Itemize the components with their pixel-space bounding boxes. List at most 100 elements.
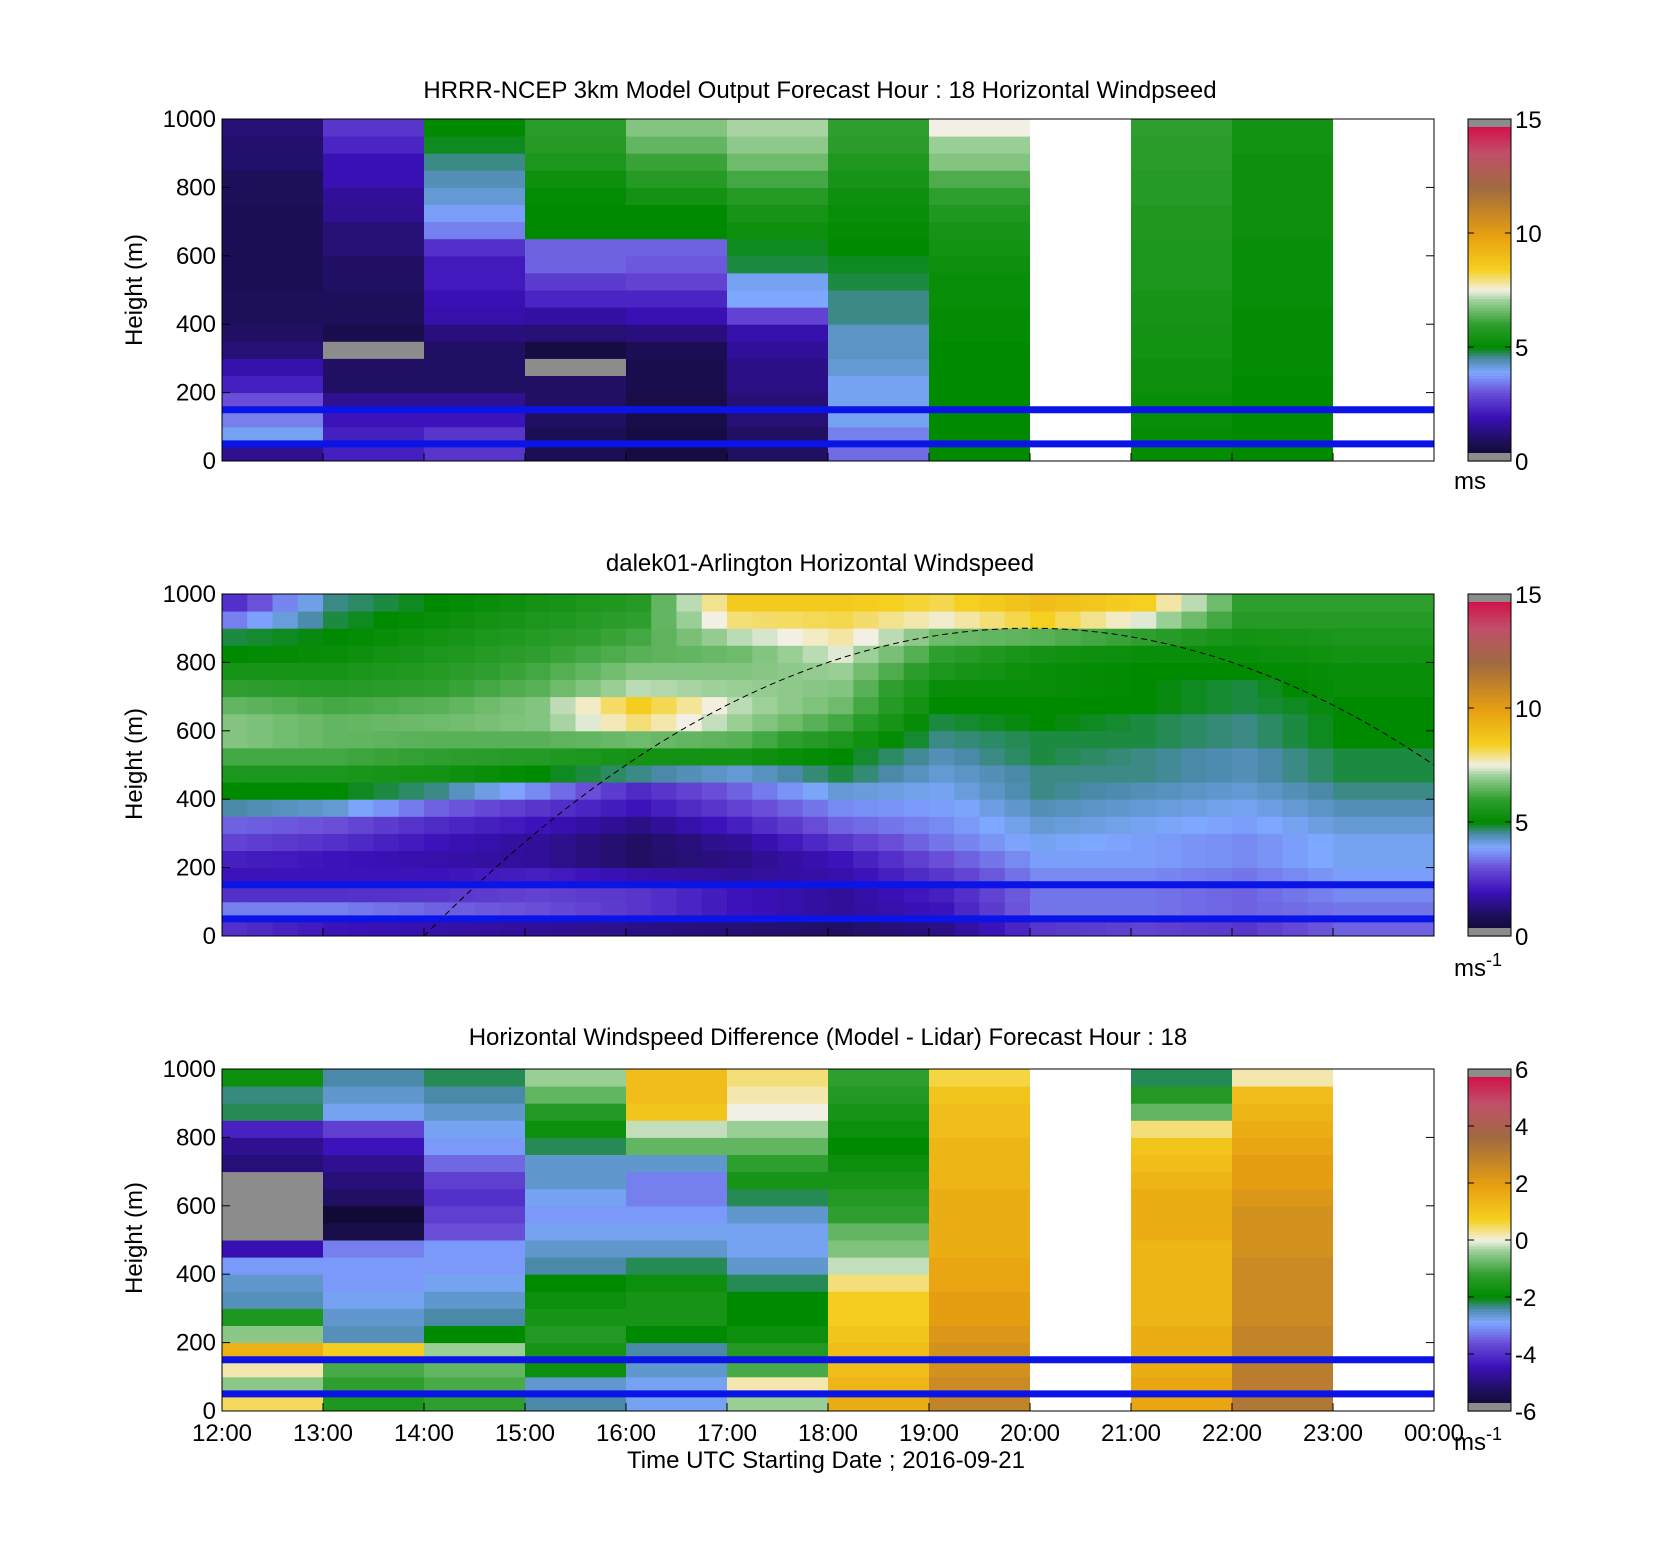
heatmap-cell — [1257, 662, 1283, 680]
heatmap-cell — [525, 1103, 627, 1121]
colorbar-segment — [1468, 616, 1511, 621]
heatmap-cell — [1333, 833, 1359, 851]
x-tick-label: 14:00 — [394, 1420, 454, 1447]
heatmap-cell — [853, 611, 879, 629]
y-tick-label: 0 — [203, 1398, 216, 1425]
heatmap-cell — [828, 1257, 930, 1275]
heatmap-cell — [1131, 324, 1233, 342]
heatmap-cell — [449, 628, 475, 646]
heatmap-cell — [903, 747, 930, 766]
colorbar-segment — [1468, 290, 1511, 294]
heatmap-cell — [323, 290, 425, 308]
heatmap-cell — [1257, 816, 1283, 834]
heatmap-cell — [1282, 713, 1309, 732]
heatmap-cell — [499, 730, 526, 749]
colorbar-segment — [1468, 861, 1511, 866]
heatmap-cell — [1004, 628, 1031, 646]
heatmap-cell — [1333, 136, 1435, 154]
heatmap-cell — [550, 901, 576, 920]
heatmap-cell — [626, 426, 728, 445]
heatmap-cell — [626, 713, 652, 732]
heatmap-cell — [398, 850, 425, 869]
heatmap-cell — [929, 918, 955, 937]
heatmap-cell — [1131, 1308, 1233, 1326]
heatmap-cell — [1333, 662, 1359, 680]
colorbar-segment — [1468, 693, 1511, 698]
heatmap-cell — [1030, 204, 1132, 223]
heatmap-cell — [1206, 833, 1233, 851]
heatmap-cell — [272, 816, 299, 834]
heatmap-cell — [1232, 409, 1334, 428]
reference-lines — [222, 1356, 1434, 1398]
heatmap-cell — [626, 1291, 728, 1309]
y-tick-label: 400 — [176, 1261, 216, 1288]
heatmap-cell — [853, 713, 879, 732]
heatmap-cell — [777, 833, 804, 851]
heatmap-cell — [323, 1274, 425, 1292]
heatmap-cell — [929, 341, 1031, 359]
colorbar-segment — [1468, 784, 1511, 789]
heatmap-cell — [323, 628, 349, 646]
heatmap-cell — [954, 867, 980, 886]
heatmap-cell — [676, 867, 703, 886]
colorbar-segment — [1468, 1202, 1511, 1207]
heatmap-cell — [626, 765, 652, 783]
heatmap-cell — [449, 713, 475, 732]
heatmap-cell — [701, 850, 728, 869]
heatmap-cell — [348, 645, 374, 663]
heatmap-cell — [929, 1325, 1031, 1344]
heatmap-cell — [323, 1069, 425, 1087]
heatmap-cell — [1030, 324, 1132, 342]
heatmap-cell — [525, 392, 627, 411]
colorbar-segment — [1468, 645, 1511, 649]
colorbar-tick-label: 5 — [1515, 335, 1528, 362]
heatmap-cell — [424, 1120, 526, 1138]
heatmap-cell — [1105, 765, 1132, 783]
heatmap-cell — [1206, 765, 1233, 783]
heatmap-cell — [1232, 1171, 1334, 1190]
heatmap-cell — [247, 765, 273, 783]
heatmap-cell — [1257, 679, 1283, 698]
heatmap-cell — [348, 696, 374, 715]
heatmap-cell — [1408, 713, 1435, 732]
heatmap-cell — [853, 850, 879, 869]
heatmap-cell — [1232, 1325, 1334, 1344]
colorbar-tick-label: -6 — [1515, 1399, 1536, 1426]
colorbar-segment — [1468, 918, 1511, 923]
heatmap-cell — [929, 594, 955, 612]
heatmap-cell — [878, 679, 905, 698]
colorbar-segment — [1468, 648, 1511, 652]
colorbar-segment — [1468, 1231, 1511, 1235]
heatmap-cell — [1030, 119, 1132, 137]
heatmap-cell — [424, 662, 450, 680]
heatmap-cell — [424, 1171, 526, 1190]
heatmap-cell — [525, 799, 551, 817]
heatmap-cell — [1105, 782, 1132, 800]
heatmap-cell — [1030, 1120, 1132, 1138]
colorbar-tick-label: 2 — [1515, 1171, 1528, 1198]
heatmap-cell — [575, 799, 602, 817]
heatmap-cell — [424, 290, 526, 308]
heatmap-cell — [424, 1308, 526, 1326]
heatmap-cell — [1055, 850, 1081, 869]
colorbar-segment — [1468, 250, 1511, 254]
heatmap-cell — [727, 1393, 829, 1412]
heatmap-cell — [600, 713, 627, 732]
heatmap-cell — [1307, 611, 1334, 629]
heatmap-cell — [499, 713, 526, 732]
heatmap-cell — [1307, 782, 1334, 800]
heatmap-cell — [424, 307, 526, 325]
colorbar-segment — [1468, 1163, 1511, 1167]
heatmap-cell — [752, 850, 778, 869]
heatmap-cell — [1030, 1222, 1132, 1241]
colorbar-segment — [1468, 705, 1511, 709]
heatmap-cell — [802, 747, 829, 766]
heatmap-cell — [1383, 850, 1410, 869]
heatmap-cell — [424, 1325, 526, 1344]
colorbar-segment — [1468, 651, 1511, 655]
heatmap-cell — [424, 611, 450, 629]
heatmap-cell — [1232, 1240, 1334, 1258]
heatmap-cell — [1408, 730, 1435, 749]
colorbar-segment — [1468, 1345, 1511, 1349]
heatmap-cell — [499, 747, 526, 766]
